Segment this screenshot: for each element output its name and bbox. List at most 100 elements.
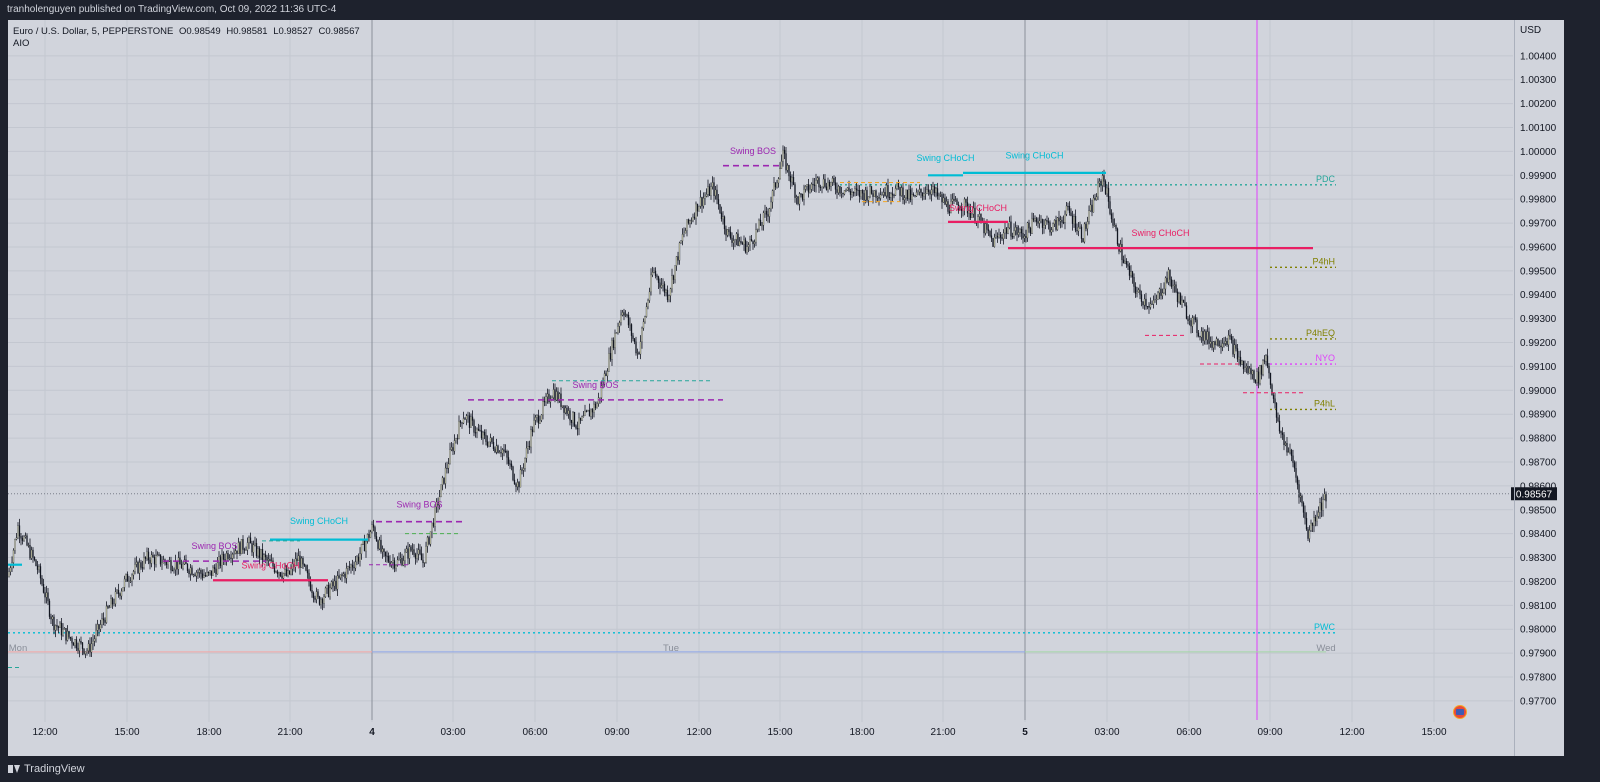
candle-body	[1079, 226, 1081, 228]
candle-body	[1278, 420, 1281, 432]
candle-body	[1160, 288, 1162, 296]
price-tick-label: 0.99900	[1520, 171, 1557, 182]
candle-body	[1316, 516, 1318, 522]
candle-body	[671, 275, 673, 289]
candle-body	[1065, 205, 1068, 215]
candle-body	[1055, 220, 1057, 230]
candle-body	[1275, 403, 1278, 418]
time-tick-label: 18:00	[849, 727, 874, 738]
level-label: PDC	[1316, 174, 1336, 184]
candle-body	[1164, 277, 1167, 290]
candle-body	[504, 450, 507, 453]
candle-body	[968, 210, 970, 214]
candle-body	[735, 233, 738, 240]
candle-body	[713, 182, 715, 197]
candle-body	[1109, 201, 1111, 214]
candle-body	[1148, 306, 1150, 308]
candle-body	[1271, 384, 1273, 396]
candle-body	[776, 182, 778, 188]
candle-body	[275, 571, 277, 573]
candle-body	[546, 393, 549, 397]
candle-body	[818, 177, 820, 188]
price-tick-label: 1.00300	[1520, 75, 1557, 86]
structure-label: Swing CHoCH	[1131, 228, 1189, 238]
candle-body	[282, 573, 285, 579]
candle-body	[783, 149, 786, 154]
symbol-label[interactable]: Euro / U.S. Dollar, 5, PEPPERSTONE	[13, 26, 174, 37]
price-tick-label: 0.98600	[1520, 481, 1557, 492]
candle-body	[1214, 341, 1216, 346]
candle-body	[102, 618, 105, 621]
candle-body	[1146, 306, 1149, 308]
candle-body	[1094, 197, 1096, 200]
candle-body	[318, 596, 321, 605]
price-axis[interactable]	[1514, 20, 1565, 756]
candle-body	[264, 554, 267, 558]
candle-body	[897, 182, 900, 188]
candle-body	[644, 316, 646, 322]
candle-body	[840, 192, 843, 194]
candle-body	[827, 181, 829, 190]
tradingview-brand[interactable]: TradingView	[8, 756, 85, 782]
candle-body	[332, 581, 334, 587]
candle-body	[627, 314, 630, 326]
candle-body	[606, 371, 609, 377]
candle-body	[677, 256, 679, 261]
candle-body	[426, 537, 429, 547]
candle-body	[800, 193, 802, 195]
candle-body	[485, 435, 487, 442]
current-price-badge	[1511, 487, 1557, 501]
candle-body	[92, 641, 94, 644]
candle-body	[218, 556, 220, 563]
candle-body	[1307, 528, 1309, 539]
candle-body	[521, 469, 523, 471]
candle-body	[1032, 218, 1035, 221]
candle-body	[69, 637, 72, 639]
candle-body	[777, 178, 780, 184]
candle-body	[1217, 338, 1219, 347]
candle-body	[1101, 175, 1104, 186]
candle-body	[873, 190, 876, 197]
candle-body	[201, 573, 204, 578]
candle-body	[1002, 232, 1005, 239]
candle-body	[675, 256, 678, 266]
candle-body	[557, 391, 559, 402]
candle-body	[77, 647, 79, 651]
candle-body	[362, 540, 364, 545]
candle-body	[579, 417, 582, 421]
candle-body	[885, 185, 888, 197]
candle-body	[861, 190, 864, 194]
candle-body	[246, 542, 249, 551]
low-value: L0.98527	[273, 26, 313, 37]
candle-body	[1178, 293, 1180, 302]
candle-body	[899, 186, 901, 196]
candle-body	[831, 178, 834, 183]
candle-body	[789, 175, 792, 183]
candle-body	[539, 420, 541, 424]
candle-body	[333, 580, 336, 587]
candle-body	[612, 340, 615, 349]
candle-body	[855, 188, 858, 191]
us-flag-icon[interactable]	[1453, 705, 1467, 719]
candle-body	[768, 208, 771, 217]
candle-body	[578, 417, 580, 429]
candle-body	[531, 429, 534, 432]
candle-body	[597, 397, 600, 404]
candle-body	[1028, 222, 1030, 229]
indicator-label[interactable]: AIO	[13, 38, 30, 49]
candle-body	[500, 452, 502, 454]
candle-body	[1191, 317, 1194, 327]
candle-body	[267, 558, 270, 561]
candle-body	[1205, 331, 1207, 340]
candle-body	[476, 428, 478, 433]
open-value: O0.98549	[178, 26, 221, 37]
candle-body	[30, 549, 33, 559]
candle-body	[150, 554, 153, 564]
candle-body	[1113, 225, 1116, 227]
candle-body	[455, 438, 457, 441]
candle-body	[1296, 477, 1299, 485]
candle-body	[236, 550, 238, 554]
candle-body	[621, 312, 624, 316]
candle-body	[990, 235, 993, 239]
